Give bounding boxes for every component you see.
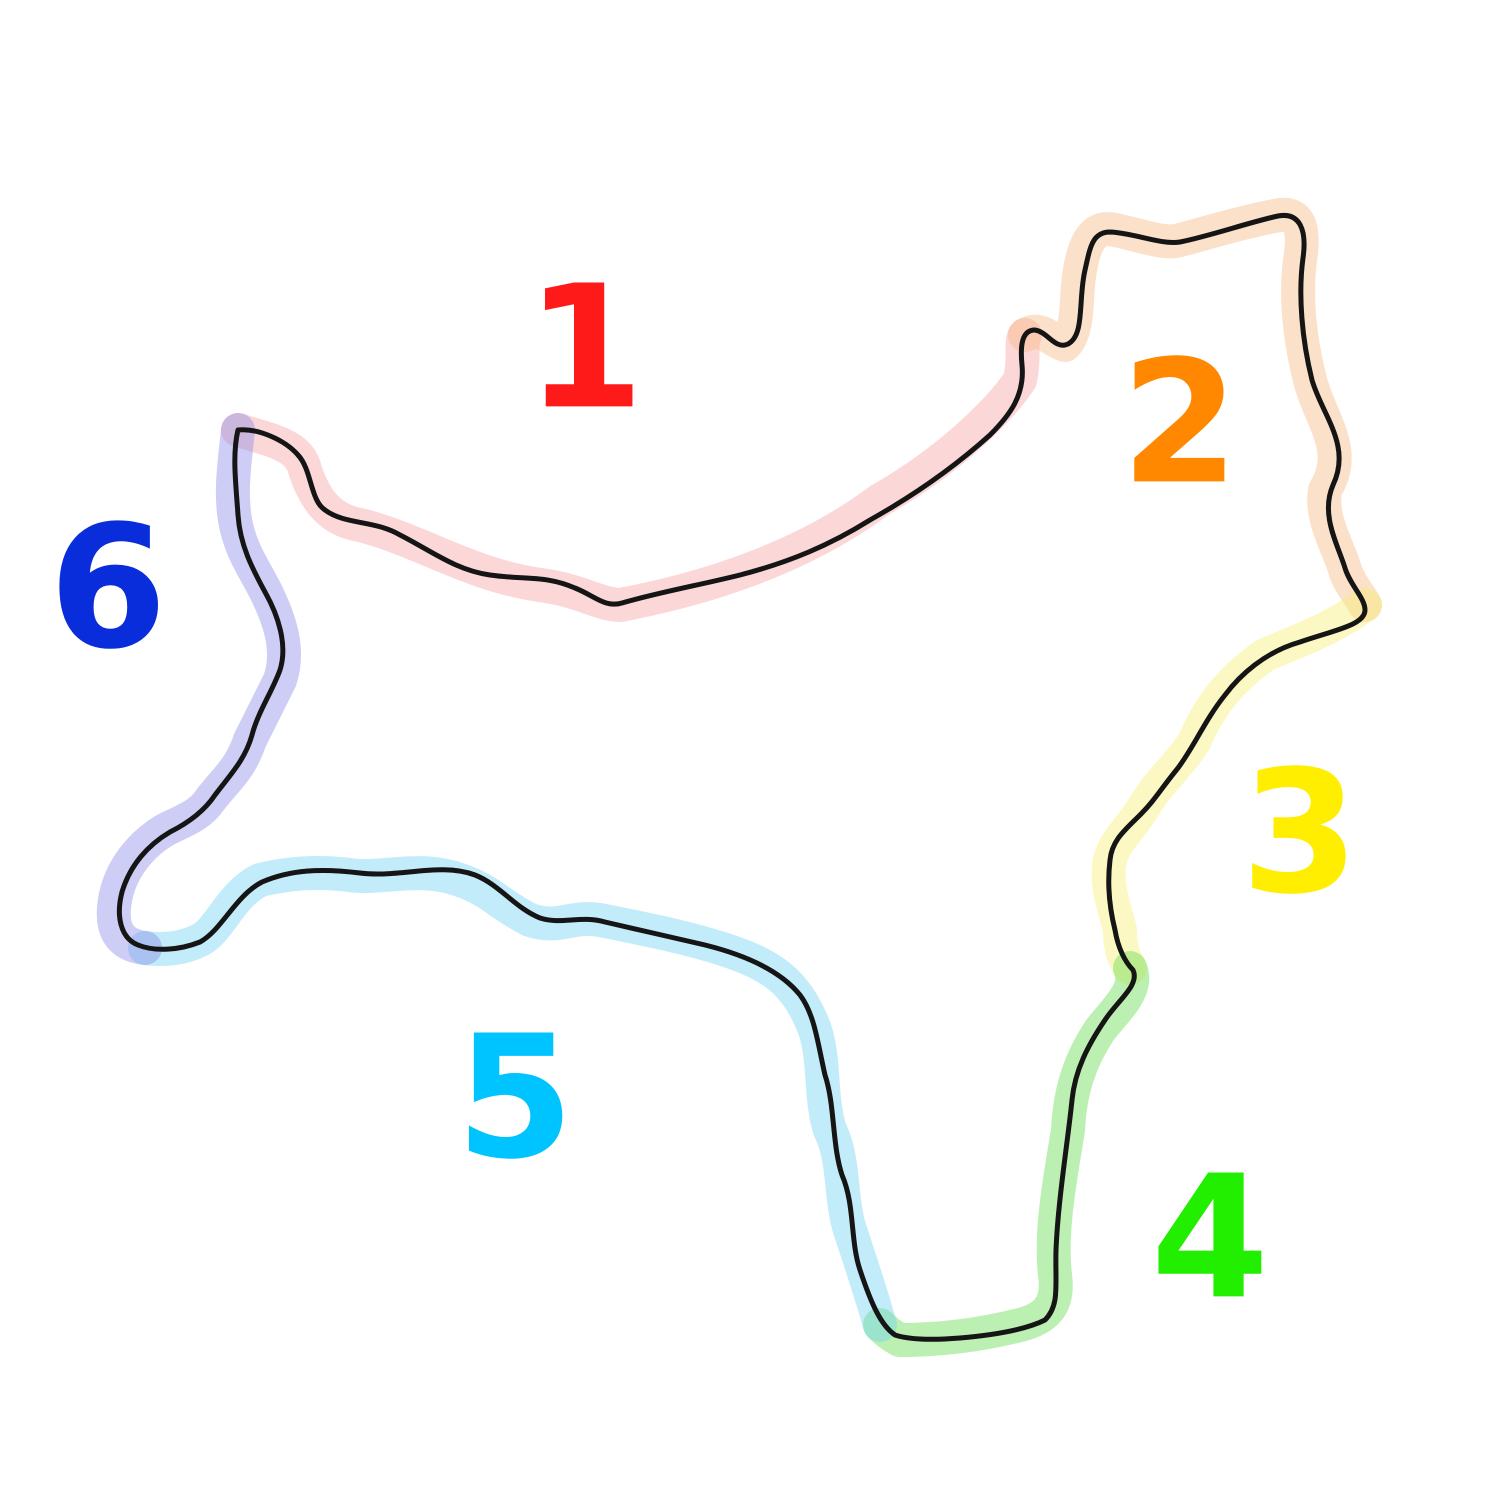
segment-1-label: 1 <box>526 249 644 447</box>
segment-6-label: 6 <box>49 489 167 687</box>
segment-4-highlight <box>863 951 1150 1357</box>
segment-5-label: 5 <box>456 999 574 1197</box>
segment-4-label: 4 <box>1151 1139 1269 1337</box>
shape-outline <box>116 212 1368 1342</box>
segment-3-label: 3 <box>1241 734 1359 932</box>
segment-2-label: 2 <box>1121 324 1239 522</box>
